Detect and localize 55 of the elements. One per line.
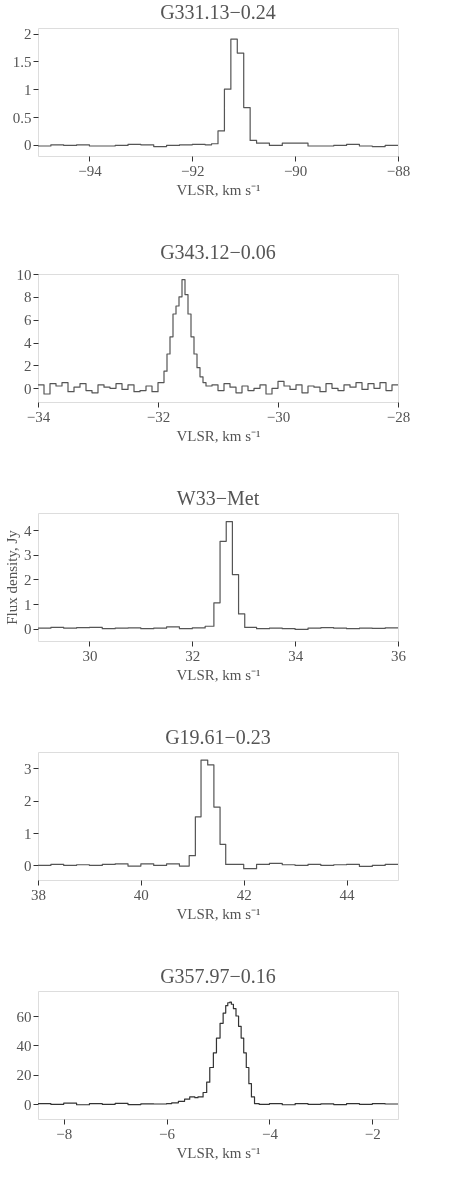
x-tick-label: −92 bbox=[181, 162, 205, 179]
y-tick-label: 10 bbox=[16, 266, 32, 283]
x-tick-label: −94 bbox=[78, 162, 103, 179]
y-tick-label: 2 bbox=[24, 26, 32, 43]
x-axis-title: VLSR, km s⁻¹ bbox=[176, 427, 261, 444]
x-axis-title: VLSR, km s⁻¹ bbox=[176, 181, 261, 198]
y-tick-label: 3 bbox=[24, 547, 32, 564]
x-tick-label: 44 bbox=[339, 886, 356, 903]
y-tick-label: 0 bbox=[24, 137, 32, 154]
y-tick-label: 4 bbox=[24, 335, 32, 352]
x-tick-label: 32 bbox=[185, 647, 201, 664]
y-tick-label: 60 bbox=[16, 1008, 32, 1025]
x-tick-label: 34 bbox=[288, 647, 304, 664]
x-tick-label: 36 bbox=[391, 647, 407, 664]
x-tick-label: −2 bbox=[364, 1125, 381, 1142]
x-tick-label: −28 bbox=[386, 408, 411, 425]
y-tick-label: 4 bbox=[24, 522, 32, 539]
x-tick-label: 30 bbox=[82, 647, 98, 664]
y-tick-label: 1 bbox=[24, 825, 32, 842]
chart-title: G343.12−0.06 bbox=[160, 241, 276, 263]
x-axis-title: VLSR, km s⁻¹ bbox=[176, 905, 261, 922]
x-tick-label: −6 bbox=[159, 1125, 176, 1142]
x-tick-label: −8 bbox=[56, 1125, 73, 1142]
y-tick-label: 0 bbox=[24, 857, 32, 874]
y-tick-label: 0 bbox=[24, 380, 32, 397]
x-axis-title: VLSR, km s⁻¹ bbox=[176, 666, 261, 683]
y-tick-label: 2 bbox=[24, 357, 32, 374]
x-tick-label: −90 bbox=[283, 162, 308, 179]
chart-title: G19.61−0.23 bbox=[165, 726, 271, 748]
x-tick-label: 40 bbox=[133, 886, 149, 903]
chart-title: G331.13−0.24 bbox=[160, 0, 276, 23]
x-tick-label: 38 bbox=[31, 886, 46, 903]
chart-title: G357.97−0.16 bbox=[160, 965, 276, 987]
y-tick-label: 0.5 bbox=[12, 109, 32, 126]
y-axis-title: Flux density, Jy bbox=[4, 529, 20, 625]
y-tick-label: 6 bbox=[24, 312, 32, 329]
x-tick-label: 42 bbox=[236, 886, 252, 903]
x-tick-label: −88 bbox=[386, 162, 411, 179]
y-tick-label: 1.5 bbox=[12, 53, 32, 70]
y-tick-label: 3 bbox=[24, 760, 32, 777]
y-tick-label: 40 bbox=[16, 1037, 32, 1054]
y-tick-label: 0 bbox=[24, 621, 32, 638]
x-tick-label: −4 bbox=[261, 1125, 279, 1142]
x-tick-label: −34 bbox=[26, 408, 51, 425]
y-tick-label: 2 bbox=[24, 793, 32, 810]
x-tick-label: −30 bbox=[266, 408, 291, 425]
y-tick-label: 20 bbox=[16, 1067, 32, 1084]
y-tick-label: 8 bbox=[24, 289, 32, 306]
y-tick-label: 0 bbox=[24, 1096, 32, 1113]
y-tick-label: 1 bbox=[24, 596, 32, 613]
y-tick-label: 2 bbox=[24, 571, 32, 588]
x-axis-title: VLSR, km s⁻¹ bbox=[176, 1144, 261, 1161]
chart-title: W33−Met bbox=[176, 487, 260, 509]
x-tick-label: −32 bbox=[146, 408, 171, 425]
y-tick-label: 1 bbox=[24, 81, 32, 98]
